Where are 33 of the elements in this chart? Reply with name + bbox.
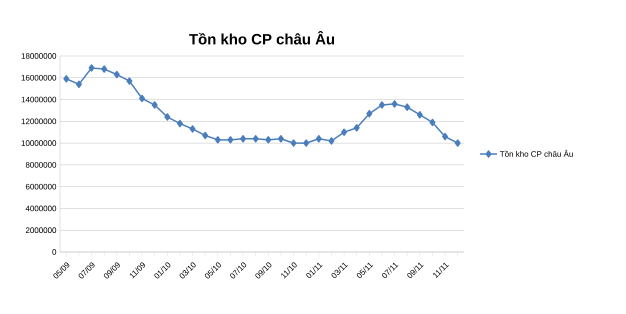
point bbox=[366, 110, 372, 118]
point bbox=[240, 135, 246, 142]
point bbox=[429, 118, 436, 126]
point bbox=[164, 113, 170, 121]
point bbox=[354, 124, 360, 132]
point bbox=[88, 64, 95, 72]
point bbox=[392, 100, 398, 108]
point bbox=[101, 65, 108, 73]
point bbox=[202, 132, 208, 140]
point bbox=[265, 136, 272, 144]
point bbox=[454, 139, 461, 147]
point bbox=[114, 70, 120, 78]
point bbox=[126, 77, 132, 85]
point bbox=[316, 135, 322, 142]
point bbox=[442, 132, 448, 140]
point bbox=[278, 135, 284, 142]
point bbox=[341, 128, 348, 136]
point bbox=[404, 103, 410, 111]
point bbox=[290, 139, 297, 147]
point bbox=[416, 111, 423, 119]
point bbox=[190, 125, 196, 133]
point bbox=[214, 136, 221, 144]
chart-title: Tồn kho CP châu Âu bbox=[189, 30, 334, 44]
point bbox=[328, 137, 334, 145]
point bbox=[63, 75, 70, 83]
point bbox=[227, 136, 234, 144]
point bbox=[176, 120, 183, 128]
point bbox=[76, 80, 82, 88]
point bbox=[152, 101, 158, 109]
point bbox=[252, 135, 259, 142]
point bbox=[378, 101, 385, 109]
point bbox=[303, 139, 310, 147]
point bbox=[139, 94, 146, 102]
